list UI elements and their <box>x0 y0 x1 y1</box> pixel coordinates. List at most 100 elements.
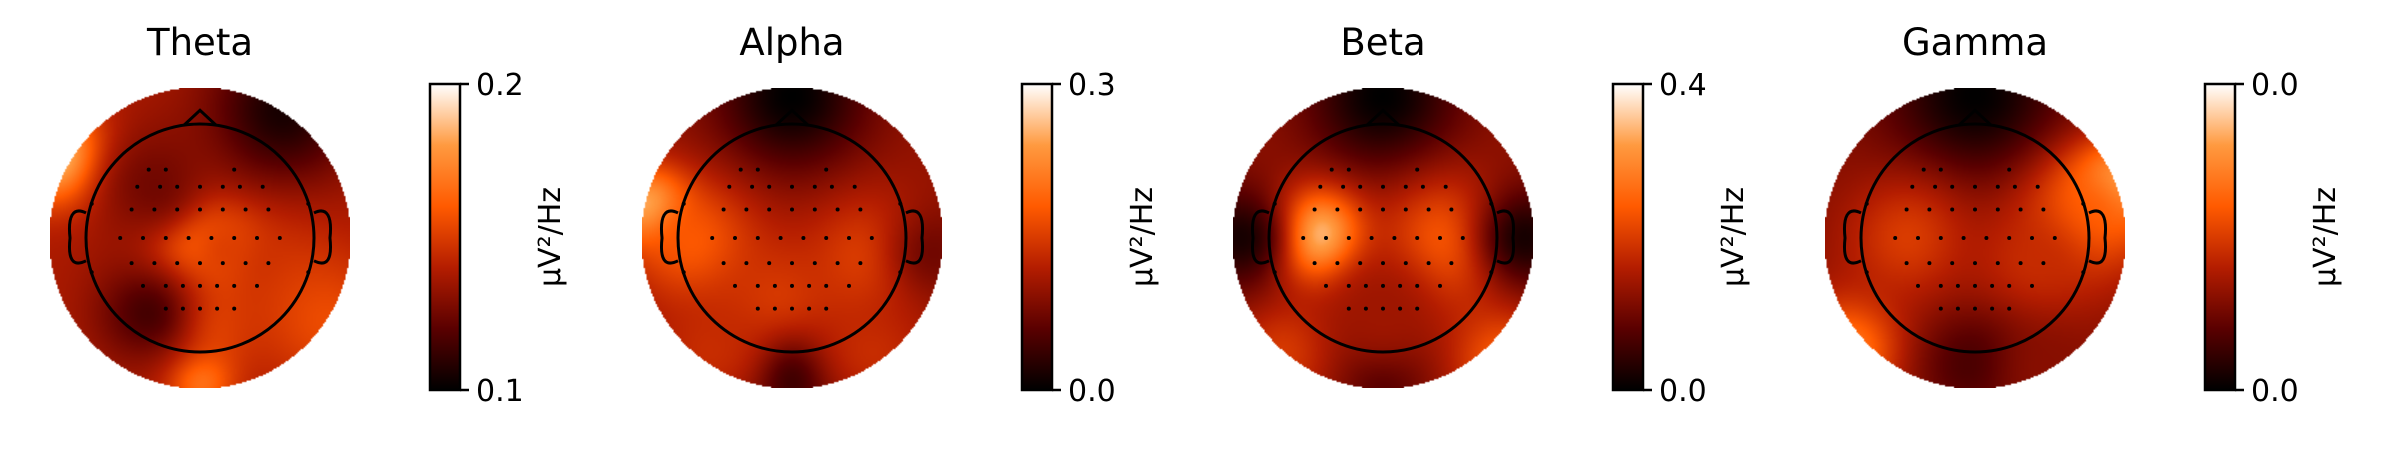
sensor-dot <box>2018 207 2023 212</box>
sensor-dot <box>1921 167 1926 172</box>
sensor-dot <box>721 261 726 266</box>
sensor-dot <box>1995 261 2000 266</box>
colorbar-label: µV²/Hz <box>2308 187 2343 287</box>
sensor-dot <box>1358 261 1363 266</box>
sensor-dot <box>215 306 220 311</box>
sensor-dot <box>1927 207 1932 212</box>
sensor-dot <box>824 167 829 172</box>
topomap-heatmap <box>50 88 350 388</box>
sensor-dot <box>232 283 237 288</box>
topomap-panel-theta: Theta 0.2 0.1 µV²/Hz <box>50 21 568 409</box>
sensor-dot <box>681 270 686 275</box>
sensor-dot <box>2007 283 2012 288</box>
sensor-dot <box>801 236 806 240</box>
sensor-dot <box>1864 201 1869 206</box>
topomap-heatmap <box>1233 88 1533 388</box>
sensor-dot <box>852 184 857 189</box>
sensor-dot <box>1927 261 1932 266</box>
colorbar <box>1020 82 1054 392</box>
sensor-dot <box>2018 261 2023 266</box>
sensor-dot <box>744 207 749 212</box>
sensor-dot <box>847 236 851 240</box>
sensor-dot <box>2007 236 2012 240</box>
sensor-dot <box>118 236 123 240</box>
sensor-dot <box>858 207 863 212</box>
sensor-dot <box>710 236 715 240</box>
sensor-dot <box>1346 167 1351 172</box>
sensor-dot <box>750 184 755 189</box>
sensor-dot <box>255 236 259 240</box>
sensor-dot <box>198 184 202 189</box>
sensor-dot <box>738 167 743 172</box>
sensor-dot <box>1904 207 1909 212</box>
head-outline <box>84 122 316 354</box>
sensor-dot <box>733 283 737 288</box>
sensor-dot <box>1363 306 1368 311</box>
sensor-dot <box>835 207 840 212</box>
sensor-dot <box>1973 184 1977 189</box>
topomap-heatmap <box>642 88 942 388</box>
sensor-dot <box>1324 283 1328 288</box>
sensor-dot <box>1346 283 1351 288</box>
sensor-dot <box>1938 236 1943 240</box>
sensor-dot <box>812 184 817 189</box>
sensor-dot <box>2030 283 2034 288</box>
sensor-dot <box>767 261 772 266</box>
sensor-dot <box>1438 283 1442 288</box>
sensor-dot <box>198 261 202 266</box>
sensor-dot <box>232 306 237 311</box>
sensor-dot <box>1961 236 1966 240</box>
sensor-dot <box>266 261 271 266</box>
sensor-dot <box>1864 270 1869 275</box>
sensor-dot <box>898 201 903 206</box>
sensor-dot <box>807 306 812 311</box>
sensor-dot <box>1460 236 1465 240</box>
sensor-dot <box>1381 261 1385 266</box>
sensor-dot <box>1916 236 1920 240</box>
sensor-dot <box>869 236 874 240</box>
sensor-dot <box>152 207 157 212</box>
sensor-dot <box>1438 236 1442 240</box>
sensor-dot <box>727 184 732 189</box>
sensor-dot <box>2041 207 2046 212</box>
sensor-dot <box>1403 207 1408 212</box>
sensor-dot <box>180 283 185 288</box>
sensor-dot <box>1392 236 1397 240</box>
sensor-dot <box>835 261 840 266</box>
topomap-panel-gamma: Gamma 0.0 0.0 µV²/Hz <box>1825 21 2343 409</box>
sensor-dot <box>306 201 311 206</box>
sensor-dot <box>1363 283 1368 288</box>
sensor-dot <box>1955 306 1960 311</box>
sensor-dot <box>232 167 237 172</box>
head-outline <box>1267 122 1499 354</box>
sensor-dot <box>141 283 145 288</box>
sensor-dot <box>1984 236 1989 240</box>
sensor-dot <box>306 270 311 275</box>
colorbar-label: µV²/Hz <box>1125 187 1160 287</box>
sensor-dot <box>1312 207 1317 212</box>
sensor-dot <box>778 236 783 240</box>
sensor-dot <box>89 270 94 275</box>
sensor-dot <box>755 283 760 288</box>
nose-outline <box>1366 108 1400 127</box>
sensor-dot <box>175 261 180 266</box>
sensor-dot <box>898 270 903 275</box>
sensor-dot <box>152 261 157 266</box>
left-ear-outline <box>1251 209 1270 265</box>
sensor-dot <box>1341 184 1346 189</box>
sensor-dot <box>858 261 863 266</box>
sensor-dot <box>1358 184 1363 189</box>
sensor-dot <box>767 184 772 189</box>
sensor-dot <box>1381 184 1385 189</box>
sensor-dot <box>2012 184 2017 189</box>
sensor-dot <box>243 207 248 212</box>
sensor-dot <box>755 167 760 172</box>
sensor-dot <box>163 306 168 311</box>
sensor-dot <box>1312 261 1317 266</box>
sensor-dot <box>198 207 202 212</box>
panel-title: Alpha <box>739 21 844 64</box>
sensor-dot <box>237 184 242 189</box>
sensor-dot <box>824 236 829 240</box>
sensor-dot <box>1420 184 1425 189</box>
